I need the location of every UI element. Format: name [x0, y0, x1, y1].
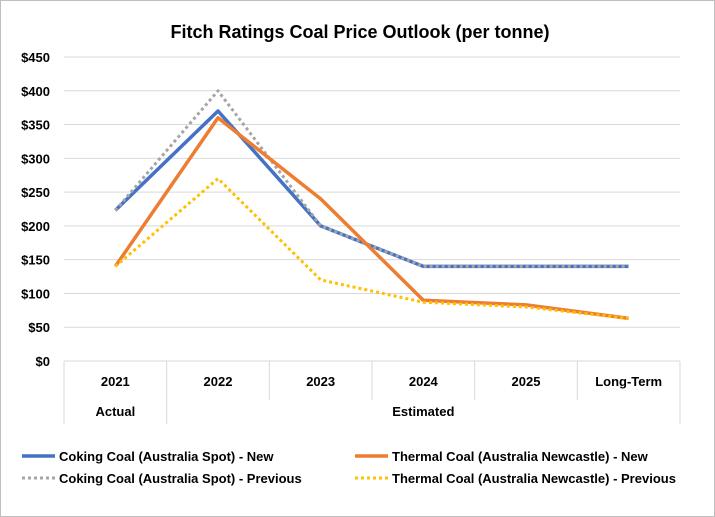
legend-label: Thermal Coal (Australia Newcastle) - Pre… — [392, 471, 676, 486]
y-tick-label: $0 — [36, 354, 50, 369]
y-tick-label: $50 — [28, 320, 50, 335]
legend-label: Coking Coal (Australia Spot) - Previous — [59, 471, 302, 486]
x-tick-label: Long-Term — [595, 374, 662, 389]
legend: Coking Coal (Australia Spot) - New Therma… — [22, 449, 676, 486]
x-tick-label: 2022 — [204, 374, 233, 389]
y-tick-label: $450 — [21, 50, 50, 65]
y-tick-label: $200 — [21, 219, 50, 234]
x-group-label: Estimated — [392, 404, 454, 419]
y-tick-label: $250 — [21, 185, 50, 200]
y-tick-label: $400 — [21, 84, 50, 99]
series-lines — [113, 89, 629, 321]
series-line-coking-previous — [114, 89, 629, 268]
legend-label: Thermal Coal (Australia Newcastle) - New — [392, 449, 649, 464]
series-line-coking-new — [114, 109, 629, 269]
series-line-thermal-new — [113, 116, 629, 321]
x-tick-label: 2023 — [306, 374, 335, 389]
y-tick-label: $350 — [21, 118, 50, 133]
chart-title: Fitch Ratings Coal Price Outlook (per to… — [170, 22, 549, 42]
x-group-label: Actual — [95, 404, 135, 419]
y-tick-label: $150 — [21, 253, 50, 268]
axes: $0 $50 $100 $150 $200 $250 $300 $350 $400 $450 202… — [21, 50, 681, 424]
x-tick-label: 2024 — [409, 374, 439, 389]
y-tick-label: $300 — [21, 151, 50, 166]
series-line-thermal-previous — [114, 177, 629, 320]
legend-label: Coking Coal (Australia Spot) - New — [59, 449, 274, 464]
x-tick-label: 2025 — [512, 374, 541, 389]
x-tick-label: 2021 — [101, 374, 130, 389]
y-tick-label: $100 — [21, 286, 50, 301]
